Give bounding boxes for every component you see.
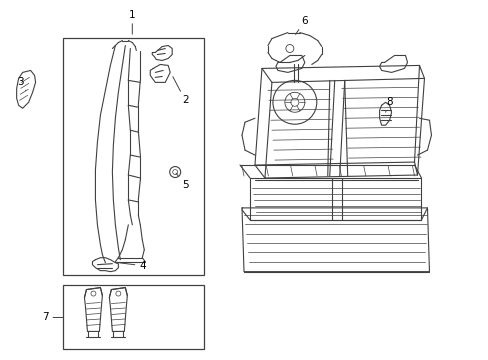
Text: 4: 4: [120, 261, 145, 271]
Text: 1: 1: [129, 10, 135, 34]
Text: 7: 7: [42, 312, 63, 323]
Text: 2: 2: [172, 77, 188, 105]
Bar: [62, 37, 203, 275]
Text: 5: 5: [176, 173, 188, 190]
Bar: [62, 285, 203, 349]
Text: 3: 3: [17, 77, 25, 90]
Text: 8: 8: [385, 97, 392, 112]
Text: 6: 6: [295, 15, 307, 35]
